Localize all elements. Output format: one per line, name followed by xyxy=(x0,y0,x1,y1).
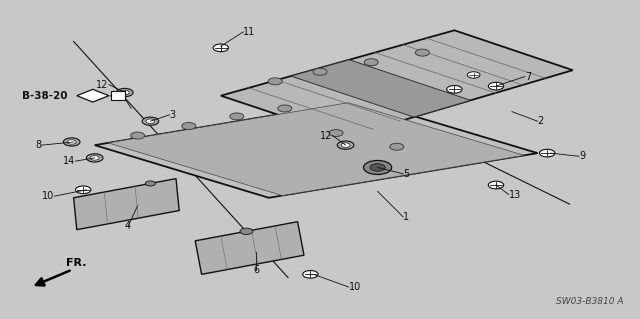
Circle shape xyxy=(364,160,392,174)
FancyBboxPatch shape xyxy=(111,91,125,100)
Circle shape xyxy=(268,78,282,85)
Circle shape xyxy=(182,122,196,130)
Text: 10: 10 xyxy=(349,282,361,292)
Circle shape xyxy=(329,130,343,137)
Circle shape xyxy=(145,181,156,186)
Circle shape xyxy=(213,44,228,52)
Polygon shape xyxy=(221,30,573,137)
Text: FR.: FR. xyxy=(66,258,86,268)
Circle shape xyxy=(488,82,504,90)
Text: B-38-20: B-38-20 xyxy=(22,91,68,101)
Circle shape xyxy=(415,49,429,56)
Polygon shape xyxy=(95,100,538,198)
Circle shape xyxy=(240,228,253,234)
Circle shape xyxy=(370,164,385,171)
Circle shape xyxy=(116,88,133,97)
Circle shape xyxy=(278,105,292,112)
Text: 7: 7 xyxy=(525,71,531,82)
Text: 12: 12 xyxy=(321,130,333,141)
Text: 4: 4 xyxy=(125,221,131,232)
Polygon shape xyxy=(195,222,304,274)
Text: 2: 2 xyxy=(538,116,544,126)
Circle shape xyxy=(303,271,318,278)
Circle shape xyxy=(390,143,404,150)
Circle shape xyxy=(341,143,350,147)
Text: 8: 8 xyxy=(35,140,42,150)
Text: 10: 10 xyxy=(42,191,54,201)
Text: 6: 6 xyxy=(253,264,259,275)
Circle shape xyxy=(467,72,480,78)
Polygon shape xyxy=(108,103,524,196)
Circle shape xyxy=(146,119,155,123)
Circle shape xyxy=(313,68,327,75)
Polygon shape xyxy=(291,60,470,117)
Circle shape xyxy=(230,113,244,120)
Text: 14: 14 xyxy=(63,156,76,166)
Text: 5: 5 xyxy=(403,169,410,179)
Circle shape xyxy=(67,140,76,144)
Text: 11: 11 xyxy=(243,27,255,37)
Circle shape xyxy=(86,154,103,162)
Text: 3: 3 xyxy=(170,110,176,120)
Circle shape xyxy=(63,138,80,146)
Circle shape xyxy=(337,141,354,149)
Circle shape xyxy=(76,186,91,194)
Text: 13: 13 xyxy=(509,189,521,200)
Text: 9: 9 xyxy=(579,151,586,161)
Circle shape xyxy=(120,90,129,95)
Circle shape xyxy=(540,149,555,157)
Circle shape xyxy=(90,156,99,160)
Text: 12: 12 xyxy=(97,79,109,90)
Polygon shape xyxy=(77,89,109,102)
Circle shape xyxy=(488,181,504,189)
Text: 1: 1 xyxy=(403,212,410,222)
Circle shape xyxy=(131,132,145,139)
Circle shape xyxy=(364,59,378,66)
Text: SW03-B3810 A: SW03-B3810 A xyxy=(557,297,624,306)
Circle shape xyxy=(447,85,462,93)
Circle shape xyxy=(142,117,159,125)
Polygon shape xyxy=(74,179,179,230)
